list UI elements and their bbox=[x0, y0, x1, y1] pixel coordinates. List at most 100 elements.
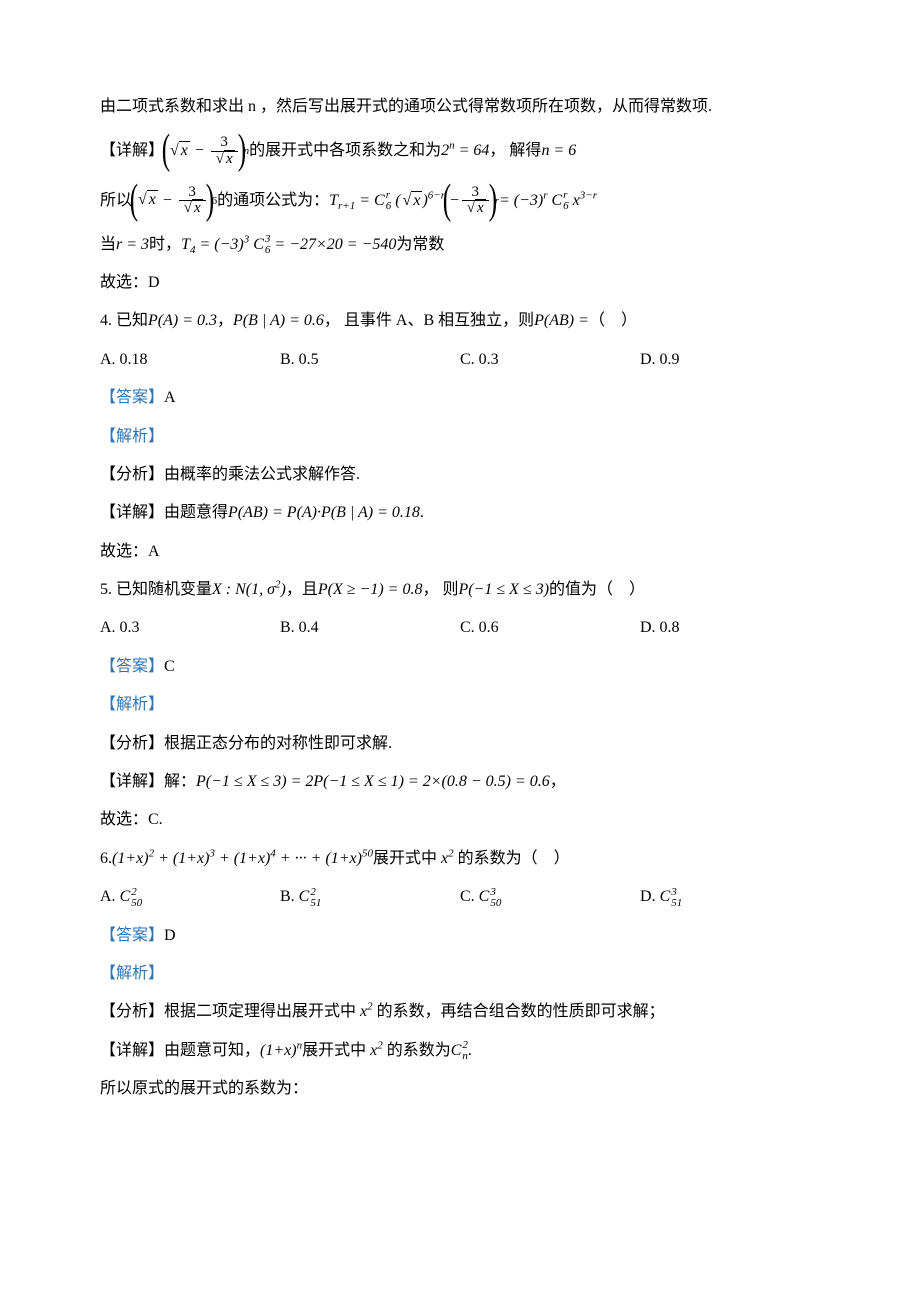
q6-fenxi: 【分析】根据二项定理得出展开式中 x2 的系数，再结合组合数的性质即可求解； bbox=[100, 1001, 820, 1023]
text: 当 bbox=[100, 234, 116, 256]
q5-stem: 5. 已知随机变量 X : N(1, σ2) ，且 P(X ≥ −1) = 0.… bbox=[100, 579, 820, 601]
q6-conclude: 所以原式的展开式的系数为： bbox=[100, 1078, 820, 1100]
q3-detail-line1: 【详解】 ( x − 3x )n 的展开式中各项系数之和为 2n = 64 ， … bbox=[100, 134, 820, 168]
q4-options: A. 0.18 B. 0.5 C. 0.3 D. 0.9 bbox=[100, 349, 820, 371]
q3-detail-line2: 所以 ( x − 3x )6 的通项公式为： Tr+1 = Cr6 (x)6−r… bbox=[100, 184, 820, 218]
rparen: ) bbox=[237, 134, 245, 168]
pre: 5. 已知随机变量 bbox=[100, 579, 212, 601]
mid: ， 且事件 A、B 相互独立，则 bbox=[324, 310, 534, 332]
mid2: ， 则 bbox=[422, 579, 458, 601]
end: . bbox=[468, 1040, 472, 1062]
text: 时， bbox=[149, 234, 181, 256]
mid1: ，且 bbox=[286, 579, 318, 601]
label: 【解析】 bbox=[100, 694, 164, 716]
cn2: C2n bbox=[451, 1040, 468, 1062]
label: 【详解】 bbox=[100, 140, 164, 162]
q3-conclude: 故选：D bbox=[100, 272, 820, 294]
var: X : N(1, σ2) bbox=[212, 579, 286, 601]
q4-optA: A. 0.18 bbox=[100, 349, 280, 371]
q5-optC: C. 0.6 bbox=[460, 617, 640, 639]
q5-detail: 【详解】解： P(−1 ≤ X ≤ 3) = 2P(−1 ≤ X ≤ 1) = … bbox=[100, 771, 820, 793]
label: 【答案】 bbox=[100, 656, 164, 678]
q5-fenxi: 【分析】根据正态分布的对称性即可求解. bbox=[100, 733, 820, 755]
rparen2: ) bbox=[488, 184, 496, 218]
eq: 2n = 64 bbox=[441, 140, 489, 162]
q6-optC: C. C350 bbox=[460, 886, 640, 908]
text: 由二项式系数和求出 n ，然后写出展开式的通项公式得常数项所在项数，从而得常数项… bbox=[100, 96, 712, 118]
q5-optB: B. 0.4 bbox=[280, 617, 460, 639]
q4-optD: D. 0.9 bbox=[640, 349, 820, 371]
pre: 【详解】由题意可知， bbox=[100, 1040, 260, 1062]
q5-conclude: 故选：C. bbox=[100, 809, 820, 831]
text: 所以 bbox=[100, 190, 132, 212]
text: 的展开式中各项系数之和为 bbox=[249, 140, 441, 162]
val: C bbox=[164, 656, 175, 678]
eq2: n = 6 bbox=[541, 140, 576, 162]
text: 故选：A bbox=[100, 541, 160, 563]
text: 所以原式的展开式的系数为： bbox=[100, 1078, 308, 1100]
val: C351 bbox=[660, 888, 683, 905]
label: 【答案】 bbox=[100, 387, 164, 409]
val: D bbox=[164, 925, 176, 947]
end: ， bbox=[550, 771, 566, 793]
eq: P(−1 ≤ X ≤ 3) = 2P(−1 ≤ X ≤ 1) = 2×(0.8 … bbox=[196, 771, 550, 793]
text: 4. 已知 bbox=[100, 310, 148, 332]
eq: Tr+1 = Cr6 (x)6−r bbox=[329, 190, 445, 212]
q4-optB: B. 0.5 bbox=[280, 349, 460, 371]
text: 故选：D bbox=[100, 272, 160, 294]
pba: P(B | A) = 0.6 bbox=[233, 310, 324, 332]
lbl: D. bbox=[640, 888, 660, 905]
pre: 6. bbox=[100, 848, 112, 870]
text: 故选：C. bbox=[100, 809, 163, 831]
pre: 【详解】由题意得 bbox=[100, 502, 228, 524]
q4-optC: C. 0.3 bbox=[460, 349, 640, 371]
val: C350 bbox=[479, 888, 502, 905]
p2: P(−1 ≤ X ≤ 3) bbox=[458, 579, 549, 601]
text: 的通项公式为： bbox=[217, 190, 329, 212]
pa: P(A) = 0.3 bbox=[148, 310, 217, 332]
q5-optA: A. 0.3 bbox=[100, 617, 280, 639]
tail: （ ） bbox=[589, 310, 637, 332]
q6-optA: A. C250 bbox=[100, 886, 280, 908]
label: 【解析】 bbox=[100, 426, 164, 448]
q6-answer: 【答案】D bbox=[100, 925, 820, 947]
q5-jiexi: 【解析】 bbox=[100, 694, 820, 716]
label: 【答案】 bbox=[100, 925, 164, 947]
frac2: −3x bbox=[449, 185, 491, 218]
q3-intro-line: 由二项式系数和求出 n ，然后写出展开式的通项公式得常数项所在项数，从而得常数项… bbox=[100, 96, 820, 118]
text: 【分析】根据正态分布的对称性即可求解. bbox=[100, 733, 392, 755]
expr: (1+x)2 + (1+x)3 + (1+x)4 + ··· + (1+x)50 bbox=[112, 848, 373, 870]
q6-stem: 6. (1+x)2 + (1+x)3 + (1+x)4 + ··· + (1+x… bbox=[100, 848, 820, 870]
eq: P(AB) = P(A)·P(B | A) = 0.18 bbox=[228, 502, 420, 524]
text: ， 解得 bbox=[489, 140, 541, 162]
eq: T4 = (−3)3 C36 = −27×20 = −540 bbox=[181, 234, 396, 256]
rparen: ) bbox=[205, 184, 213, 218]
q6-optD: D. C351 bbox=[640, 886, 820, 908]
p1: P(X ≥ −1) = 0.8 bbox=[318, 579, 423, 601]
eq2: = (−3)r Cr6 x3−r bbox=[499, 190, 597, 212]
sep: ， bbox=[217, 310, 233, 332]
lbl: B. bbox=[280, 888, 299, 905]
expr: x − 3x bbox=[168, 135, 240, 168]
q6-detail: 【详解】由题意可知， (1+x)n 展开式中 x2 的系数为 C2n . bbox=[100, 1040, 820, 1062]
tail: 的值为（ ） bbox=[549, 579, 645, 601]
text: 【分析】根据二项定理得出展开式中 x2 的系数，再结合组合数的性质即可求解； bbox=[100, 1001, 665, 1023]
mid: 展开式中 x2 的系数为 bbox=[302, 1040, 451, 1062]
q4-stem: 4. 已知 P(A) = 0.3 ， P(B | A) = 0.6 ， 且事件 … bbox=[100, 310, 820, 332]
r3: r = 3 bbox=[116, 234, 149, 256]
q4-detail: 【详解】由题意得 P(AB) = P(A)·P(B | A) = 0.18 . bbox=[100, 502, 820, 524]
lbl: A. bbox=[100, 888, 120, 905]
q4-fenxi: 【分析】由概率的乘法公式求解作答. bbox=[100, 464, 820, 486]
q4-jiexi: 【解析】 bbox=[100, 426, 820, 448]
expr: x − 3x bbox=[136, 185, 208, 218]
pab: P(AB) = bbox=[534, 310, 589, 332]
lbl: C. bbox=[460, 888, 479, 905]
q4-conclude: 故选：A bbox=[100, 541, 820, 563]
label: 【解析】 bbox=[100, 963, 164, 985]
q6-optB: B. C251 bbox=[280, 886, 460, 908]
expr: (1+x)n bbox=[260, 1040, 302, 1062]
mid: 展开式中 x2 的系数为（ ） bbox=[373, 848, 570, 870]
q3-detail-line3: 当 r = 3 时， T4 = (−3)3 C36 = −27×20 = −54… bbox=[100, 234, 820, 256]
q6-jiexi: 【解析】 bbox=[100, 963, 820, 985]
text: 【分析】由概率的乘法公式求解作答. bbox=[100, 464, 360, 486]
